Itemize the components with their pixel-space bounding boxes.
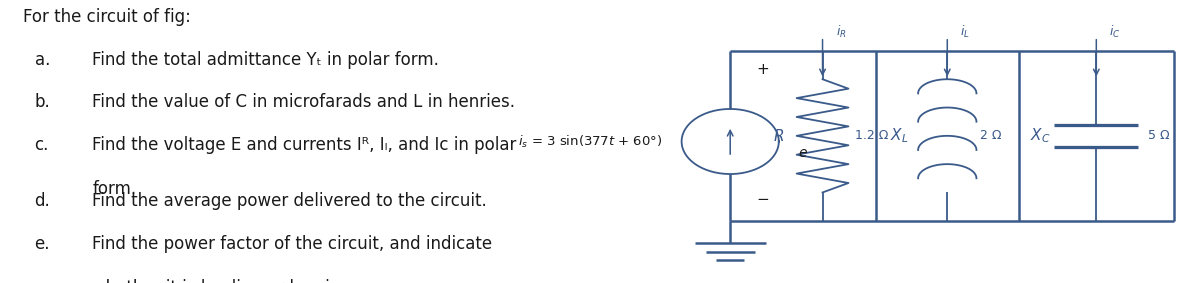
Text: $X_L$: $X_L$ — [890, 127, 908, 145]
Text: 5 Ω: 5 Ω — [1148, 129, 1170, 142]
Text: whether it is leading or lagging.: whether it is leading or lagging. — [92, 279, 356, 283]
Text: $R$: $R$ — [773, 128, 784, 144]
Text: Find the power factor of the circuit, and indicate: Find the power factor of the circuit, an… — [92, 235, 492, 253]
Text: b.: b. — [35, 93, 50, 112]
Text: Find the total admittance Yₜ in polar form.: Find the total admittance Yₜ in polar fo… — [92, 51, 439, 69]
Text: e.: e. — [35, 235, 50, 253]
Text: e: e — [798, 146, 806, 160]
Text: −: − — [756, 192, 769, 207]
Text: $X_C$: $X_C$ — [1031, 127, 1051, 145]
Text: a.: a. — [35, 51, 50, 69]
Text: $i_{L}$: $i_{L}$ — [960, 23, 970, 40]
Text: For the circuit of fig:: For the circuit of fig: — [23, 8, 191, 27]
Text: 1.2 Ω: 1.2 Ω — [854, 129, 888, 142]
Text: +: + — [756, 62, 769, 77]
Text: 2 Ω: 2 Ω — [979, 129, 1001, 142]
Text: c.: c. — [35, 136, 49, 154]
Text: d.: d. — [35, 192, 50, 211]
Text: Find the voltage E and currents Iᴿ, Iₗ, and Iᴄ in polar: Find the voltage E and currents Iᴿ, Iₗ, … — [92, 136, 516, 154]
Text: $i_s$ = 3 sin(377$t$ + 60°): $i_s$ = 3 sin(377$t$ + 60°) — [517, 134, 662, 149]
Text: form.: form. — [92, 180, 137, 198]
Text: Find the average power delivered to the circuit.: Find the average power delivered to the … — [92, 192, 487, 211]
Text: Find the value of C in microfarads and L in henries.: Find the value of C in microfarads and L… — [92, 93, 515, 112]
Text: $i_{C}$: $i_{C}$ — [1109, 23, 1121, 40]
Text: $i_{R}$: $i_{R}$ — [835, 23, 846, 40]
